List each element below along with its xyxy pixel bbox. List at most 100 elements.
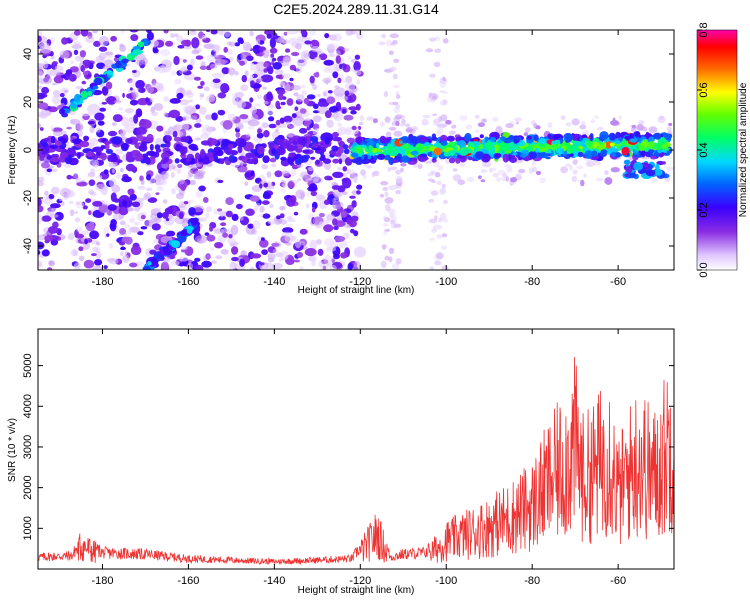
spectrogram-blob (312, 115, 322, 123)
spectrogram-blob (38, 42, 50, 49)
spectrogram-blob (379, 193, 384, 198)
spectrogram-blob (547, 122, 553, 128)
spectrogram-blob (387, 167, 392, 172)
spectrogram-blob (475, 129, 479, 133)
spectrogram-blob (58, 197, 63, 202)
spectrogram-blob (332, 71, 339, 79)
spectrogram-blob (176, 35, 184, 43)
spectrogram-blob (341, 108, 347, 114)
spectrogram-blob (190, 115, 198, 120)
spectrogram-blob (332, 171, 344, 178)
spectrogram-blob (432, 113, 438, 117)
spectrogram-blob (268, 123, 277, 129)
spectrogram-blob (538, 137, 546, 145)
spectrogram-blob (324, 110, 332, 119)
spectrogram-blob (217, 92, 227, 99)
spectrogram-blob (584, 150, 593, 159)
spectrogram-blob (249, 195, 260, 202)
spectrogram-blob (80, 64, 85, 73)
spectrogram-blob (209, 63, 218, 69)
spectrogram-blob (287, 218, 296, 223)
spectrogram-blob (297, 136, 308, 145)
spectrogram-blob (322, 77, 332, 84)
spectrogram-blob (107, 204, 117, 211)
colorbar-tick-label: 0.4 (698, 142, 710, 157)
spectrogram-blob (38, 180, 45, 187)
spectrogram-blob (356, 184, 363, 190)
spectrogram-blob (285, 48, 291, 53)
spectrogram-blob (395, 175, 403, 184)
spectrogram-blob (146, 31, 154, 41)
spectrogram-blob (163, 30, 169, 34)
spectrogram-blob (105, 81, 113, 90)
spectrogram-blob (129, 217, 136, 223)
spectrogram-blob (92, 146, 103, 153)
spectrogram-blob (71, 44, 83, 49)
spectrogram-blob (200, 81, 205, 86)
spectrogram-blob (169, 98, 181, 104)
spectrogram-blob (257, 128, 262, 134)
spectrogram-blob (76, 124, 84, 131)
spectrogram-blob (307, 166, 314, 172)
spectrogram-blob (248, 126, 254, 130)
spectrogram-blob (386, 39, 392, 47)
spectrogram-blob (296, 143, 304, 151)
spectrogram-blob (92, 85, 99, 90)
spectrogram-blob (332, 218, 338, 226)
spectrogram-blob (657, 116, 666, 124)
spectrogram-blob (618, 115, 623, 120)
spectrogram-blob (152, 48, 159, 54)
spectrogram-blob (205, 212, 210, 218)
spectrogram-blob (346, 95, 353, 102)
spectrogram-blob (436, 125, 444, 135)
figure-title: C2E5.2024.289.11.31.G14 (273, 1, 439, 17)
spectrogram-blob (351, 200, 357, 208)
spectrogram-blob (153, 103, 164, 111)
spectrogram-blob (437, 116, 443, 123)
spectrogram-blob (441, 183, 446, 189)
spectrogram-blob (106, 70, 113, 76)
spectrogram-blob (113, 99, 122, 104)
spectrogram-xlabel: Height of straight line (km) (298, 285, 415, 296)
spectrogram-blob (129, 87, 133, 91)
spectrogram-blob (318, 147, 327, 153)
spectrogram-blob (350, 110, 357, 115)
spectrogram-blob (203, 86, 210, 92)
spectrogram-blob (260, 264, 269, 270)
spectrogram-blob (147, 261, 152, 266)
spectrogram-blob (295, 148, 303, 153)
y-tick-label: 40 (22, 48, 34, 60)
spectrogram-blob (96, 175, 103, 180)
x-tick-label: -100 (435, 575, 457, 587)
spectrogram-blob (194, 137, 202, 141)
spectrogram-blob (180, 136, 190, 143)
spectrogram-blob (610, 120, 620, 126)
spectrogram-blob (372, 118, 378, 124)
spectrogram-blob (283, 31, 288, 36)
spectrogram-blob (194, 264, 204, 270)
spectrogram-blob (505, 123, 514, 129)
spectrogram-blob (179, 204, 185, 209)
spectrogram-blob (59, 50, 70, 60)
spectrogram-blob (162, 199, 168, 204)
spectrogram-blob (183, 212, 188, 218)
spectrogram-blob (220, 83, 230, 94)
spectrogram-blob (399, 140, 403, 145)
spectrogram-blob (420, 153, 428, 158)
spectrogram-blob (293, 259, 300, 263)
spectrogram-blob (283, 138, 289, 143)
spectrogram-blob (289, 77, 294, 82)
spectrogram-blob (177, 45, 185, 49)
spectrogram-blob (442, 218, 449, 223)
spectrogram-blob (49, 214, 59, 218)
spectrogram-blob (296, 94, 305, 102)
spectrogram-blob (428, 92, 433, 98)
spectrogram-blob (304, 40, 312, 45)
spectrogram-blob (577, 151, 584, 158)
spectrogram-blob (168, 163, 174, 170)
spectrogram-blob (88, 189, 95, 195)
spectrogram-blob (170, 70, 177, 76)
spectrogram-blob (228, 234, 233, 239)
spectrogram-blob (445, 119, 452, 125)
spectrogram-blob (351, 125, 357, 131)
